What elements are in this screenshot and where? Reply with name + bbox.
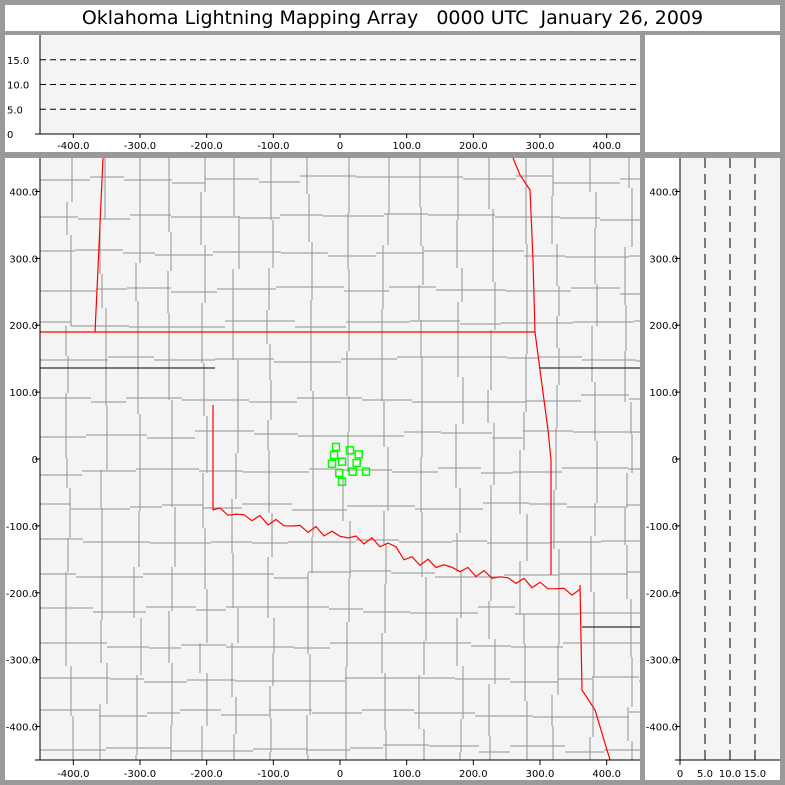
- station-marker: [352, 458, 361, 468]
- y-tick-label: 300.0: [9, 254, 38, 265]
- y-tick-label: -300.0: [646, 656, 678, 667]
- y-tick-label: -200.0: [6, 589, 38, 600]
- county-line: [40, 570, 640, 579]
- y-tick-label: -100.0: [6, 522, 38, 533]
- y-tick-label: 10.0: [7, 81, 29, 92]
- y-tick-label: -400.0: [6, 723, 38, 734]
- county-line: [487, 158, 496, 760]
- county-line: [40, 676, 640, 683]
- y-tick-label: 100.0: [9, 388, 38, 399]
- x-tick-label: 15.0: [744, 769, 766, 780]
- chart-title: Oklahoma Lightning Mapping Array 0000 UT…: [5, 5, 780, 31]
- county-line: [266, 158, 275, 760]
- station-marker: [337, 477, 347, 486]
- x-tick-label: -200.0: [191, 769, 223, 780]
- station-marker: [361, 467, 371, 476]
- nm-border: [94, 157, 104, 333]
- county-line: [40, 286, 640, 295]
- x-tick-label: -300.0: [124, 769, 156, 780]
- county-line: [381, 158, 390, 760]
- y-tick-label: 100.0: [649, 388, 678, 399]
- x-tick-label: 400.0: [592, 769, 621, 780]
- county-line: [40, 356, 640, 363]
- y-tick-label: 300.0: [649, 254, 678, 265]
- tx-la-border: [579, 584, 611, 761]
- county-line: [167, 158, 176, 760]
- county-line: [418, 158, 427, 760]
- county-line: [65, 158, 74, 760]
- x-tick-label: 400.0: [592, 141, 621, 152]
- county-line: [342, 158, 351, 760]
- county-boundaries: [40, 158, 640, 760]
- county-line: [40, 467, 640, 476]
- station-marker: [354, 450, 363, 459]
- county-line: [306, 158, 314, 760]
- x-tick-label: 300.0: [526, 769, 555, 780]
- x-tick-label: 100.0: [392, 141, 421, 152]
- county-line: [40, 320, 640, 328]
- side-plot-area: [680, 158, 780, 760]
- y-tick-label: 5.0: [7, 105, 23, 116]
- station-marker: [337, 457, 347, 466]
- station-marker: [335, 468, 344, 478]
- x-tick-label: -200.0: [191, 141, 223, 152]
- y-tick-label: 0: [7, 130, 13, 141]
- x-tick-label: -400.0: [57, 141, 89, 152]
- station-marker: [329, 450, 339, 460]
- y-tick-label: 15.0: [7, 56, 29, 67]
- county-line: [455, 158, 464, 760]
- county-line: [231, 158, 240, 760]
- y-tick-label: 200.0: [9, 321, 38, 332]
- county-line: [40, 175, 640, 184]
- top-right-blank-panel: [645, 35, 780, 152]
- y-tick-label: 400.0: [9, 187, 38, 198]
- y-tick-label: -100.0: [646, 522, 678, 533]
- x-tick-label: 0: [337, 141, 343, 152]
- y-tick-label: -400.0: [646, 723, 678, 734]
- x-tick-label: -100.0: [257, 769, 289, 780]
- county-line: [551, 158, 560, 760]
- x-tick-label: -300.0: [124, 141, 156, 152]
- x-tick-label: 5.0: [697, 769, 713, 780]
- county-line: [40, 642, 640, 649]
- county-line: [40, 709, 640, 718]
- county-line: [624, 158, 633, 760]
- x-tick-label: 100.0: [392, 769, 421, 780]
- x-tick-label: 0: [337, 769, 343, 780]
- y-tick-label: -200.0: [646, 589, 678, 600]
- county-line: [99, 158, 108, 760]
- y-tick-label: 400.0: [649, 187, 678, 198]
- y-tick-label: 200.0: [649, 321, 678, 332]
- ks-mo-border: [512, 157, 536, 333]
- y-tick-label: 0: [672, 455, 678, 466]
- y-tick-label: 0: [32, 455, 38, 466]
- station-marker: [327, 459, 337, 468]
- plan-plot-area: [40, 158, 640, 760]
- county-line: [40, 213, 640, 221]
- red-river-border: [212, 507, 581, 596]
- black-borders: [40, 367, 640, 628]
- station-marker: [331, 442, 341, 452]
- station-marker: [348, 467, 357, 476]
- x-tick-label: 0: [677, 769, 683, 780]
- x-tick-label: 300.0: [526, 141, 555, 152]
- y-tick-label: -300.0: [6, 656, 38, 667]
- x-tick-label: 200.0: [459, 769, 488, 780]
- county-line: [133, 158, 142, 760]
- county-line: [40, 538, 640, 544]
- x-tick-label: -400.0: [57, 769, 89, 780]
- x-tick-label: 200.0: [459, 141, 488, 152]
- ok-ar-border: [534, 331, 552, 575]
- station-marker: [345, 446, 355, 455]
- county-line: [519, 158, 528, 760]
- x-tick-label: -100.0: [257, 141, 289, 152]
- county-line: [40, 502, 640, 511]
- county-line: [199, 158, 208, 760]
- state-borders: [40, 157, 611, 761]
- x-tick-label: 10.0: [719, 769, 741, 780]
